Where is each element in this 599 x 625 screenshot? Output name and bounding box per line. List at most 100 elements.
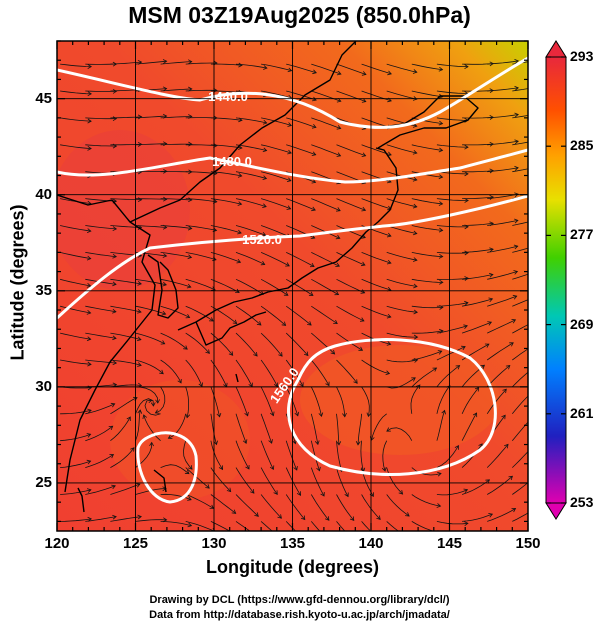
streamline-arrowhead xyxy=(529,391,533,395)
streamline xyxy=(260,171,292,182)
streamline xyxy=(235,144,267,151)
streamline-arrowhead xyxy=(216,412,222,418)
streamline-arrowhead xyxy=(535,506,539,510)
streamline xyxy=(310,386,322,417)
streamline xyxy=(60,63,92,67)
streamline xyxy=(85,252,117,258)
streamline xyxy=(336,90,366,102)
streamline xyxy=(210,521,231,531)
streamline xyxy=(235,305,262,326)
streamline xyxy=(185,332,210,354)
streamline-arrowhead xyxy=(162,253,168,258)
streamline xyxy=(168,413,187,439)
streamline xyxy=(85,359,117,364)
streamline-arrowhead xyxy=(309,262,315,268)
streamline xyxy=(185,144,217,147)
streamline xyxy=(336,494,355,521)
streamline xyxy=(361,521,372,531)
streamline xyxy=(487,508,516,522)
streamline xyxy=(160,332,188,350)
streamline xyxy=(160,493,192,501)
streamline xyxy=(436,144,469,148)
streamline-arrowhead xyxy=(349,516,355,522)
streamline xyxy=(160,252,192,258)
streamline xyxy=(135,519,167,522)
streamline-arrowhead xyxy=(154,409,160,414)
streamline-arrowhead xyxy=(86,228,92,233)
streamline xyxy=(160,88,192,92)
streamline-arrowhead xyxy=(472,412,478,418)
streamline-arrowhead xyxy=(160,340,166,345)
streamline xyxy=(411,90,443,98)
streamline xyxy=(411,330,443,334)
streamline xyxy=(360,440,364,472)
streamline xyxy=(336,225,366,238)
colorbar-tick-label: 269 xyxy=(570,315,594,332)
streamline xyxy=(85,454,114,468)
streamline-arrowhead xyxy=(511,508,517,513)
streamline-arrowhead xyxy=(300,515,306,521)
streamline xyxy=(411,252,443,257)
streamline xyxy=(110,198,142,201)
streamline-arrowhead xyxy=(238,145,243,150)
streamline xyxy=(411,63,443,71)
streamline xyxy=(85,425,113,442)
streamline-arrowhead xyxy=(188,141,193,147)
streamline-arrowhead xyxy=(260,260,266,266)
streamline-arrowhead xyxy=(232,319,238,324)
streamline xyxy=(436,365,460,388)
streamline xyxy=(260,386,274,416)
streamline xyxy=(410,384,421,414)
streamline xyxy=(60,252,91,259)
streamline-arrowhead xyxy=(436,503,442,508)
x-tick-label: 120 xyxy=(44,535,70,552)
streamline-arrowhead xyxy=(137,280,142,286)
streamline xyxy=(210,440,223,470)
streamline-arrowhead xyxy=(167,434,173,439)
streamline xyxy=(411,350,442,361)
streamline-arrowhead xyxy=(137,362,142,367)
streamline xyxy=(361,90,392,102)
streamline xyxy=(285,278,314,296)
streamline xyxy=(260,198,291,210)
streamline xyxy=(511,395,528,415)
streamline xyxy=(185,89,217,92)
streamline xyxy=(487,140,519,146)
streamline-arrowhead xyxy=(539,217,543,221)
streamline-arrowhead xyxy=(187,522,193,528)
streamline xyxy=(60,305,91,314)
streamline xyxy=(85,403,115,415)
streamline xyxy=(462,196,494,199)
streamline-arrowhead xyxy=(86,433,92,438)
streamline xyxy=(386,278,418,287)
streamline-arrowhead xyxy=(501,414,506,420)
streamline xyxy=(411,278,443,283)
streamline-arrowhead xyxy=(269,411,275,417)
streamline-arrowhead xyxy=(438,147,444,153)
streamline-arrowhead xyxy=(455,365,461,370)
streamline xyxy=(160,359,182,384)
streamline-arrowhead xyxy=(412,176,418,182)
axis-ticks xyxy=(56,40,529,531)
streamline-arrowhead xyxy=(273,490,278,495)
streamline-arrowhead xyxy=(213,87,218,93)
streamline xyxy=(512,512,528,522)
streamline-arrowhead xyxy=(361,152,367,157)
streamline xyxy=(185,62,217,65)
streamline-arrowhead xyxy=(488,297,494,303)
streamline-arrowhead xyxy=(413,358,419,363)
streamline-arrowhead xyxy=(324,516,330,521)
streamline-arrowhead xyxy=(244,411,249,417)
streamline-arrowhead xyxy=(464,521,469,527)
streamline-arrowhead xyxy=(361,71,367,76)
colorbar-tick-label: 293 xyxy=(570,48,594,64)
streamline-arrowhead xyxy=(287,149,292,155)
streamline xyxy=(60,518,92,522)
streamline-arrowhead xyxy=(278,352,283,357)
streamline-arrowhead xyxy=(485,479,491,484)
streamline xyxy=(386,225,417,234)
streamline-arrowhead xyxy=(385,370,391,376)
streamline-arrowhead xyxy=(489,247,494,253)
streamline xyxy=(210,63,243,66)
streamline xyxy=(110,61,142,65)
